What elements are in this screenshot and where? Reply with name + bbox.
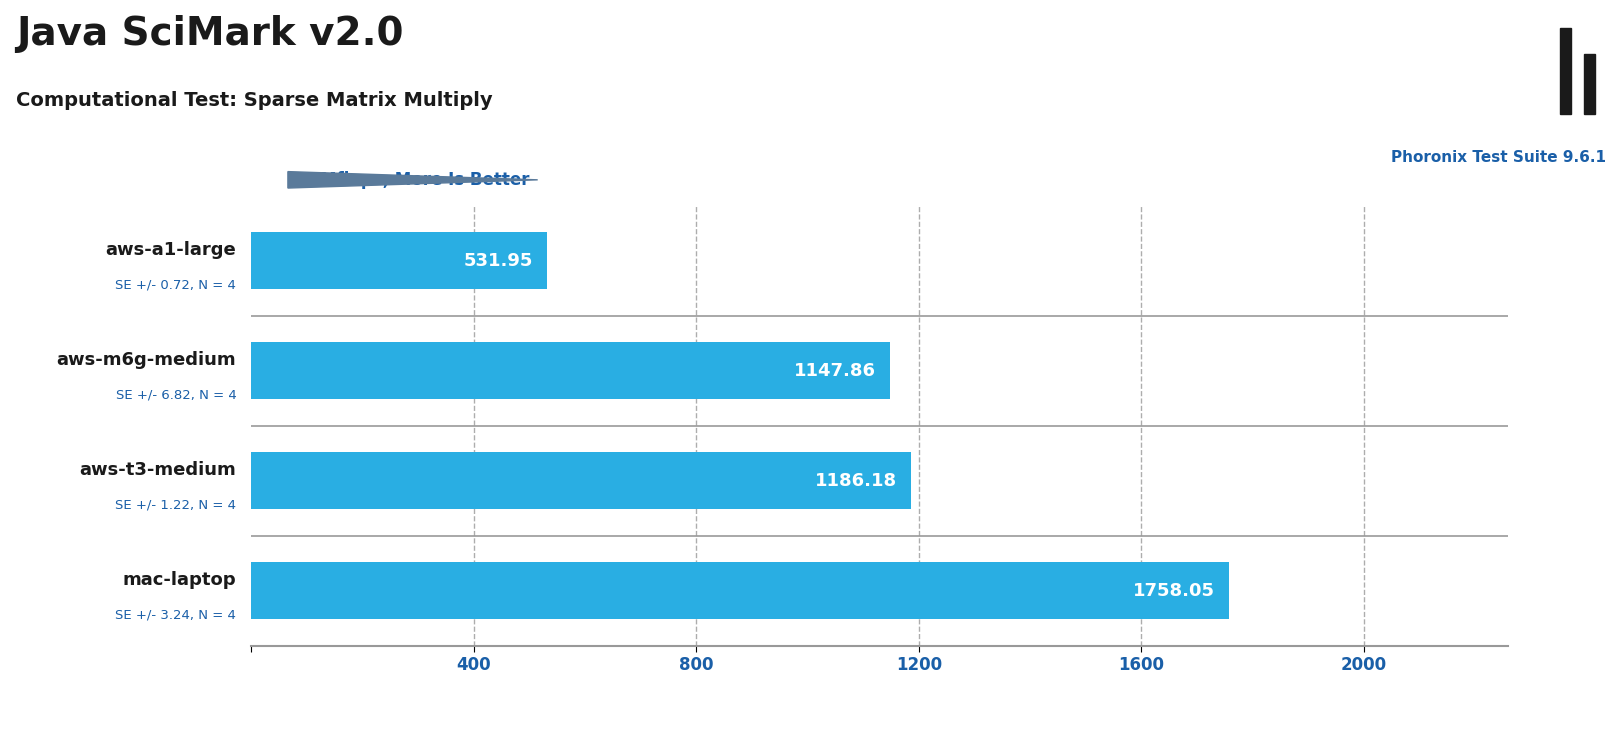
Text: SE +/- 3.24, N = 4: SE +/- 3.24, N = 4 bbox=[115, 608, 237, 622]
FancyBboxPatch shape bbox=[1560, 28, 1570, 114]
FancyBboxPatch shape bbox=[1583, 54, 1594, 114]
Text: mac-laptop: mac-laptop bbox=[123, 571, 237, 589]
Text: Mflops, More Is Better: Mflops, More Is Better bbox=[321, 171, 530, 189]
Text: SE +/- 1.22, N = 4: SE +/- 1.22, N = 4 bbox=[115, 498, 237, 512]
Text: Phoronix Test Suite 9.6.1: Phoronix Test Suite 9.6.1 bbox=[1390, 150, 1606, 165]
Text: aws-t3-medium: aws-t3-medium bbox=[79, 461, 237, 479]
Polygon shape bbox=[289, 172, 539, 188]
Text: SE +/- 6.82, N = 4: SE +/- 6.82, N = 4 bbox=[115, 388, 237, 401]
Text: Java SciMark v2.0: Java SciMark v2.0 bbox=[16, 15, 404, 53]
FancyBboxPatch shape bbox=[1607, 81, 1619, 114]
Text: SE +/- 0.72, N = 4: SE +/- 0.72, N = 4 bbox=[115, 278, 237, 291]
Text: Computational Test: Sparse Matrix Multiply: Computational Test: Sparse Matrix Multip… bbox=[16, 91, 493, 110]
Bar bbox=[251, 342, 890, 399]
Bar bbox=[251, 452, 912, 509]
Text: 531.95: 531.95 bbox=[464, 252, 534, 269]
Text: 1186.18: 1186.18 bbox=[816, 472, 897, 490]
Text: 1758.05: 1758.05 bbox=[1134, 582, 1215, 600]
Text: aws-m6g-medium: aws-m6g-medium bbox=[57, 351, 237, 368]
Text: 1147.86: 1147.86 bbox=[793, 362, 876, 379]
Bar bbox=[251, 232, 547, 289]
Bar bbox=[251, 562, 1229, 619]
Text: aws-a1-large: aws-a1-large bbox=[105, 241, 237, 258]
